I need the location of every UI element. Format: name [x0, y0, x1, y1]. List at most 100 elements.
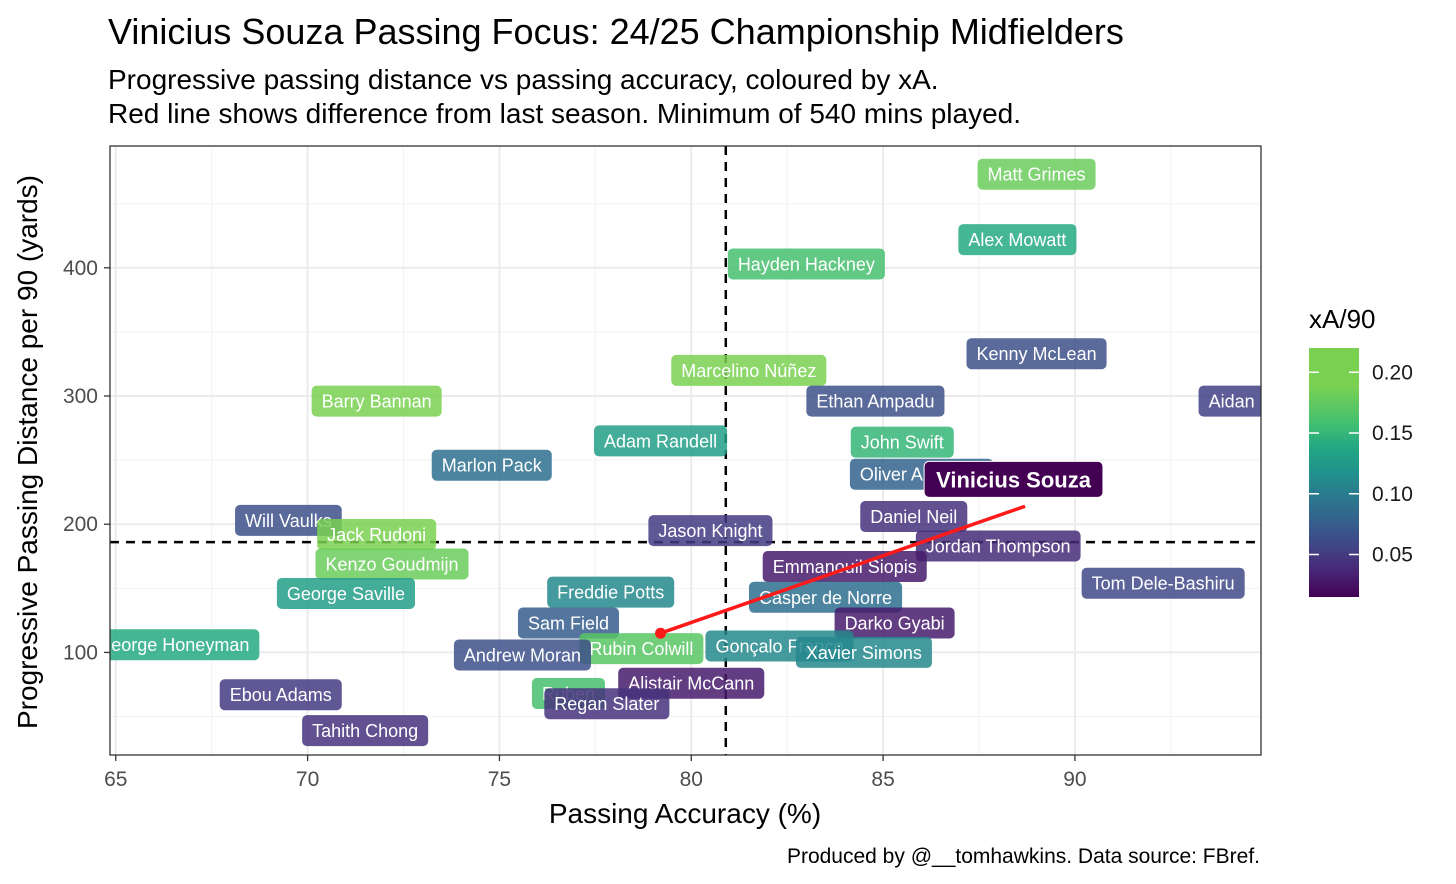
player-label-box — [806, 385, 945, 417]
player-label-text: Ebou Adams — [230, 685, 332, 705]
x-tick-label: 75 — [488, 768, 511, 791]
player-label: Ebou Adams — [219, 679, 342, 711]
player-label-text: Tom Dele-Bashiru — [1092, 574, 1235, 594]
highlight-label: Vinicius Souza — [923, 460, 1104, 498]
player-label-box — [671, 354, 827, 386]
legend-tick-label: 0.20 — [1372, 361, 1413, 384]
player-label: Hayden Hackney — [727, 248, 885, 280]
player-label-box — [431, 449, 552, 481]
x-tick-label: 90 — [1063, 768, 1086, 791]
player-label: Xavier Simons — [795, 636, 932, 668]
player-label-text: Sam Field — [528, 613, 609, 633]
player-label-text: Freddie Potts — [557, 583, 664, 603]
player-label: Kenny McLean — [966, 338, 1107, 370]
player-label-box — [648, 515, 773, 547]
player-label-box — [966, 338, 1107, 370]
player-label-text: Marlon Pack — [442, 456, 543, 476]
player-label-box — [860, 501, 968, 533]
player-label: Marlon Pack — [431, 449, 552, 481]
chart-subtitle-line-2: Red line shows difference from last seas… — [108, 98, 1021, 129]
legend-title: xA/90 — [1309, 304, 1376, 334]
x-tick-label: 65 — [104, 768, 127, 791]
player-label-text: Jack Rudoni — [327, 525, 426, 545]
player-label: Tahith Chong — [302, 715, 429, 747]
player-label-box — [317, 518, 437, 550]
player-label: Marcelino Núñez — [671, 354, 827, 386]
player-label-box — [311, 385, 442, 417]
player-label-text: Will Vaulks — [245, 511, 332, 531]
y-tick-label: 400 — [63, 257, 98, 280]
player-label-text: Adam Randell — [604, 431, 717, 451]
player-label: Alex Mowatt — [958, 224, 1077, 256]
player-label: Aidan Morris — [1198, 385, 1310, 417]
player-label-text: John Swift — [861, 433, 944, 453]
player-label: George Saville — [276, 577, 415, 609]
player-label: Daniel Neil — [860, 501, 968, 533]
player-label-text: Aidan Morris — [1209, 392, 1310, 412]
player-label-box — [594, 425, 728, 457]
player-label-box — [547, 576, 675, 608]
player-label-text: Jason Knight — [658, 521, 762, 541]
x-axis: 65 70 75 80 85 90 — [104, 755, 1087, 791]
player-label-text: Xavier Simons — [806, 643, 922, 663]
plot-border — [109, 145, 1262, 756]
player-label: Freddie Potts — [547, 576, 675, 608]
player-label-box — [915, 530, 1081, 562]
legend-colorbar — [1309, 348, 1359, 597]
player-label-text: Kenny McLean — [977, 344, 1097, 364]
y-axis: 100 200 300 400 — [63, 257, 110, 664]
x-tick-label: 80 — [680, 768, 703, 791]
player-label-text: Regan Slater — [554, 694, 659, 714]
player-label-box — [219, 679, 342, 711]
y-tick-label: 200 — [63, 513, 98, 536]
player-label: Emmanouil Siopis — [762, 551, 927, 583]
player-label-box — [834, 607, 955, 639]
season-change-line — [659, 504, 1026, 635]
player-label-box — [795, 636, 932, 668]
legend-tick-label: 0.05 — [1372, 543, 1413, 566]
player-label-text: Daniel Neil — [870, 507, 957, 527]
x-tick-label: 85 — [871, 768, 894, 791]
player-label-box — [302, 715, 429, 747]
player-label-text: Ethan Ampadu — [816, 392, 934, 412]
player-label: Jordan Thompson — [915, 530, 1081, 562]
player-label-text: Marcelino Núñez — [681, 361, 816, 381]
player-label-text: Alex Mowatt — [968, 230, 1066, 250]
player-label: Darko Gyabi — [834, 607, 955, 639]
player-label: Barry Bannan — [311, 385, 442, 417]
player-label-text: Barry Bannan — [322, 392, 432, 412]
color-legend: xA/90 0.05 0.10 0.15 0.20 — [1309, 304, 1413, 597]
player-label-text: Rubin Colwill — [589, 639, 693, 659]
player-label-box — [1198, 385, 1261, 417]
legend-ticks: 0.05 0.10 0.15 0.20 — [1309, 361, 1413, 566]
chart-caption: Produced by @__tomhawkins. Data source: … — [787, 845, 1260, 868]
legend-tick-label: 0.15 — [1372, 422, 1413, 445]
player-label: Regan Slater — [544, 688, 670, 720]
chart-subtitle-line-1: Progressive passing distance vs passing … — [108, 64, 939, 95]
player-label: Will Vaulks — [235, 504, 342, 536]
player-label-text: Emmanouil Siopis — [773, 557, 917, 577]
player-label-box — [579, 633, 704, 665]
player-label: Kenzo Goudmijn — [315, 548, 469, 580]
player-label: Adam Randell — [594, 425, 728, 457]
player-label-text: Jordan Thompson — [926, 536, 1071, 556]
player-label-text: Andrew Moran — [464, 645, 581, 665]
player-label-text: Vinicius Souza — [936, 467, 1092, 492]
player-label: Matt Grimes — [977, 158, 1096, 190]
y-tick-label: 300 — [63, 385, 98, 408]
player-label-text: George Honeyman — [97, 635, 249, 655]
player-label-text: Matt Grimes — [988, 165, 1086, 185]
player-label-text: Casper de Norre — [759, 588, 892, 608]
player-label-box — [850, 426, 954, 458]
x-tick-label: 70 — [296, 768, 319, 791]
player-label-box — [544, 688, 670, 720]
player-label: George Honeyman — [97, 629, 260, 661]
player-label-text: Hayden Hackney — [738, 254, 875, 274]
player-label: Jack Rudoni — [317, 518, 437, 550]
y-tick-label: 100 — [63, 641, 98, 664]
player-label: Sam Field — [517, 607, 619, 639]
player-label: Rubin Colwill — [579, 633, 704, 665]
player-label-box — [727, 248, 885, 280]
y-axis-title: Progressive Passing Distance per 90 (yar… — [12, 175, 43, 729]
